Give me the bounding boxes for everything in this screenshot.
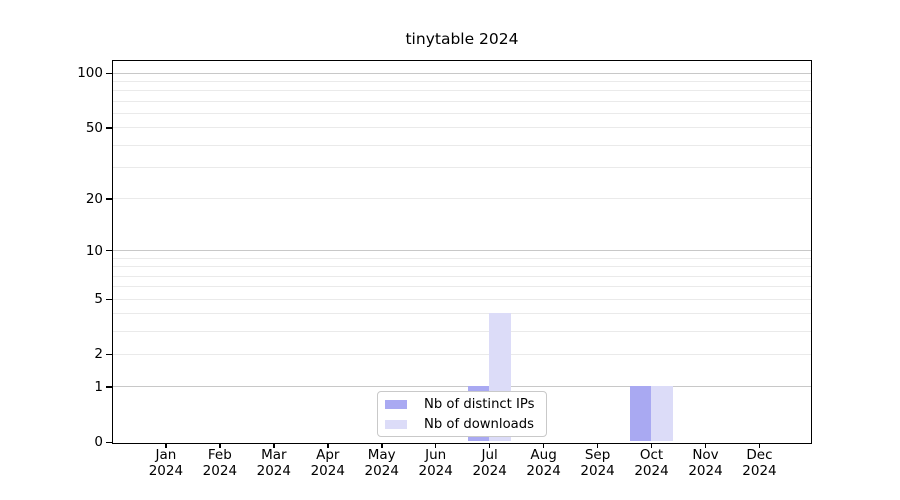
minor-gridline xyxy=(113,266,811,268)
x-tick-label: Mar 2024 xyxy=(256,447,291,479)
x-tick-mark xyxy=(705,443,707,448)
x-tick-mark xyxy=(219,443,221,448)
x-tick-label: Nov 2024 xyxy=(688,447,723,479)
x-tick-mark xyxy=(273,443,275,448)
minor-gridline xyxy=(113,144,811,146)
major-gridline xyxy=(113,72,811,74)
minor-gridline xyxy=(113,286,811,288)
y-tick-label: 20 xyxy=(85,190,103,207)
y-tick-mark xyxy=(106,127,112,129)
minor-gridline xyxy=(113,127,811,129)
x-tick-mark xyxy=(381,443,383,448)
y-tick-label: 50 xyxy=(85,119,103,136)
minor-gridline xyxy=(113,198,811,200)
legend-label-distinct-ips: Nb of distinct IPs xyxy=(424,397,535,413)
minor-gridline xyxy=(113,100,811,102)
y-tick-mark xyxy=(106,72,112,75)
minor-gridline xyxy=(113,313,811,315)
x-tick-mark xyxy=(651,443,653,448)
minor-gridline xyxy=(113,167,811,169)
minor-gridline xyxy=(113,275,811,277)
legend-item-distinct-ips: Nb of distinct IPs xyxy=(378,395,546,415)
minor-gridline xyxy=(113,353,811,355)
legend-swatch-distinct-ips xyxy=(385,400,407,410)
minor-gridline xyxy=(113,81,811,83)
x-tick-mark xyxy=(597,443,599,448)
x-tick-mark xyxy=(758,443,761,448)
x-tick-label: Jan 2024 xyxy=(148,447,184,479)
y-tick-mark xyxy=(106,353,112,356)
y-tick-label: 100 xyxy=(77,65,103,82)
y-tick-label: 10 xyxy=(85,242,103,259)
y-tick-label: 2 xyxy=(94,346,103,363)
bar-downloads xyxy=(651,386,673,442)
chart-title: tinytable 2024 xyxy=(405,30,519,48)
x-tick-label: Dec 2024 xyxy=(742,447,777,479)
legend: Nb of distinct IPs Nb of downloads xyxy=(377,390,547,437)
y-tick-mark xyxy=(106,441,112,444)
y-tick-mark xyxy=(106,298,112,300)
minor-gridline xyxy=(113,330,811,332)
minor-gridline xyxy=(113,298,811,300)
y-tick-mark xyxy=(106,198,112,200)
minor-gridline xyxy=(113,113,811,115)
x-tick-mark xyxy=(165,443,167,448)
x-tick-label: Feb 2024 xyxy=(202,447,238,479)
plot-area xyxy=(112,59,812,444)
minor-gridline xyxy=(113,90,811,92)
x-tick-label: Sep 2024 xyxy=(580,447,615,479)
x-tick-label: Aug 2024 xyxy=(526,447,561,479)
x-tick-label: May 2024 xyxy=(364,447,399,479)
x-tick-label: Jun 2024 xyxy=(418,447,453,479)
y-tick-mark xyxy=(106,386,112,388)
y-tick-label: 0 xyxy=(94,434,103,451)
x-tick-mark xyxy=(327,443,329,448)
major-gridline xyxy=(113,250,811,252)
x-tick-label: Jul 2024 xyxy=(472,447,507,479)
x-tick-label: Apr 2024 xyxy=(310,447,345,479)
x-tick-mark xyxy=(435,443,437,448)
major-gridline xyxy=(113,386,811,388)
y-tick-label: 1 xyxy=(94,378,103,395)
minor-gridline xyxy=(113,257,811,259)
y-tick-mark xyxy=(106,250,112,252)
legend-swatch-downloads xyxy=(385,419,407,429)
x-tick-mark xyxy=(543,443,545,448)
x-tick-mark xyxy=(489,443,491,448)
bar-distinct-ips xyxy=(629,386,652,442)
legend-label-downloads: Nb of downloads xyxy=(424,416,534,432)
legend-item-downloads: Nb of downloads xyxy=(378,415,546,435)
x-tick-label: Oct 2024 xyxy=(634,447,669,479)
y-tick-label: 5 xyxy=(94,291,103,308)
